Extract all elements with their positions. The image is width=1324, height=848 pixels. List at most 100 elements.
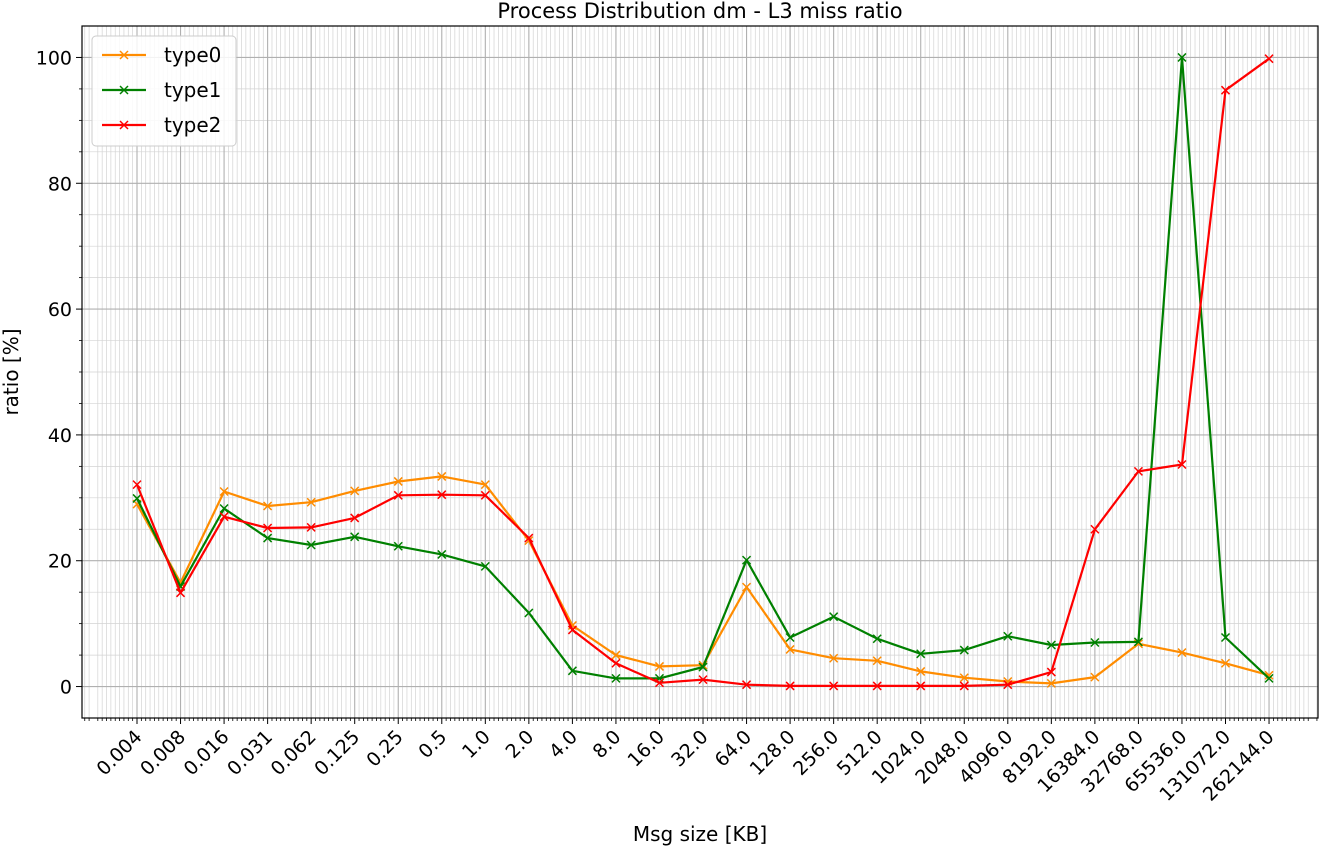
- y-axis-label: ratio [%]: [0, 328, 23, 415]
- data-point: [524, 608, 534, 618]
- series-type1: [132, 52, 1274, 683]
- data-point: [611, 658, 621, 668]
- data-point: [1220, 658, 1231, 668]
- x-tick-label: 128.0: [746, 726, 800, 780]
- data-point: [263, 533, 273, 543]
- x-tick-label: 0.5: [414, 726, 451, 763]
- data-point: [1177, 52, 1187, 62]
- data-point: [263, 523, 273, 533]
- legend-entry-type2: type2: [102, 113, 221, 137]
- series-type2: [132, 54, 1274, 691]
- data-point: [350, 486, 360, 496]
- x-tick-label: 0.25: [362, 726, 407, 771]
- x-axis-label: Msg size [KB]: [633, 822, 767, 846]
- data-point: [1177, 648, 1187, 658]
- data-point: [916, 681, 926, 691]
- data-point: [480, 490, 490, 500]
- data-point: [916, 666, 926, 676]
- data-point: [1264, 673, 1274, 683]
- data-point: [437, 490, 447, 500]
- data-point: [437, 471, 447, 481]
- data-point: [1220, 85, 1231, 95]
- data-point: [611, 673, 621, 683]
- data-point: [393, 476, 403, 486]
- data-point: [872, 634, 882, 644]
- data-point: [219, 503, 229, 514]
- x-tick-label: 8.0: [589, 726, 626, 763]
- data-point: [742, 555, 752, 565]
- data-point: [698, 675, 708, 685]
- series-lines: [132, 52, 1274, 691]
- legend-box: [91, 35, 237, 147]
- y-tick-label: 0: [60, 677, 72, 699]
- data-point: [742, 680, 752, 690]
- x-tick-label: 0.008: [136, 726, 190, 780]
- legend-entry-type1: type1: [102, 78, 221, 102]
- x-tick-label: 0.004: [93, 726, 147, 780]
- data-point: [654, 678, 665, 688]
- data-point: [219, 512, 229, 522]
- legend-label: type1: [164, 78, 221, 102]
- x-tick-label: 0.062: [267, 726, 321, 780]
- data-point: [1003, 680, 1013, 690]
- data-point: [176, 588, 186, 598]
- x-tick-label: 0.016: [180, 726, 234, 780]
- data-point: [1090, 524, 1100, 534]
- data-point: [132, 480, 142, 490]
- data-point: [959, 681, 969, 691]
- data-point: [785, 632, 795, 643]
- data-point: [916, 649, 926, 659]
- data-point: [872, 681, 882, 691]
- data-point: [1003, 631, 1013, 641]
- axis-ticks: 0 20 40 60 80 100 0.0040.0080.0160.0310.0620.1…: [36, 47, 1318, 806]
- data-point: [654, 661, 665, 671]
- data-point: [219, 486, 229, 497]
- data-point: [611, 650, 621, 660]
- data-point: [1046, 667, 1056, 677]
- data-point: [524, 533, 534, 543]
- chart-title: Process Distribution dm - L3 miss ratio: [497, 0, 902, 23]
- y-tick-label: 80: [48, 173, 72, 195]
- legend-marker: [119, 85, 129, 95]
- x-tick-label: 0.031: [223, 726, 277, 780]
- data-point: [1046, 640, 1056, 650]
- data-point: [567, 625, 577, 635]
- data-point: [393, 490, 403, 500]
- data-point: [1046, 678, 1056, 688]
- data-point: [829, 612, 839, 622]
- data-point: [1264, 670, 1274, 680]
- data-point: [872, 656, 882, 666]
- legend: type0 type1 type2: [91, 35, 237, 147]
- y-tick-label: 40: [48, 425, 72, 447]
- data-point: [1090, 637, 1100, 648]
- data-point: [393, 541, 403, 551]
- data-point: [959, 673, 969, 683]
- data-point: [350, 532, 360, 542]
- data-point: [785, 644, 795, 654]
- legend-marker: [119, 120, 129, 130]
- y-tick-label: 60: [48, 299, 72, 321]
- data-point: [306, 522, 316, 532]
- y-tick-label: 100: [36, 47, 72, 69]
- data-point: [263, 501, 273, 511]
- data-point: [829, 681, 839, 691]
- data-point: [959, 645, 969, 655]
- y-tick-label: 20: [48, 551, 72, 573]
- data-point: [1133, 466, 1143, 476]
- x-tick-label: 16.0: [624, 726, 669, 771]
- data-point: [437, 549, 447, 559]
- data-point: [1220, 632, 1231, 643]
- data-point: [1264, 54, 1274, 64]
- data-point: [480, 480, 490, 490]
- x-tick-label: 2.0: [501, 726, 538, 763]
- legend-label: type2: [164, 113, 221, 137]
- legend-entry-type0: type0: [102, 43, 221, 67]
- data-point: [698, 662, 708, 672]
- data-point: [132, 493, 142, 503]
- legend-marker: [119, 50, 129, 60]
- x-tick-label: 256.0: [789, 726, 843, 780]
- data-point: [1090, 672, 1100, 682]
- data-point: [480, 561, 490, 571]
- data-point: [1133, 637, 1143, 647]
